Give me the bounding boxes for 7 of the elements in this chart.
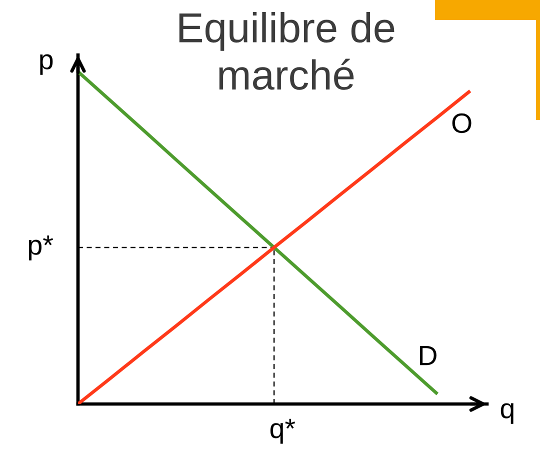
x-axis-title: q [500, 403, 514, 424]
text: q* [270, 418, 296, 444]
chart-title: Equilibre de marché [179, 12, 394, 90]
ref-line-label: p* [28, 236, 54, 260]
y-axis-title: p [40, 54, 53, 75]
series-label: D [420, 346, 436, 366]
series-label: O [452, 113, 472, 134]
